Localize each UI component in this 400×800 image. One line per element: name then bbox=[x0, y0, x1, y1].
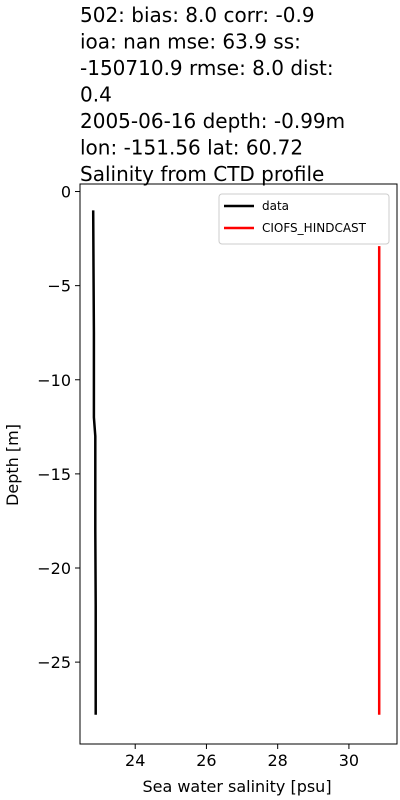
legend: data CIOFS_HINDCAST bbox=[218, 193, 390, 245]
x-tick-label: 24 bbox=[125, 751, 145, 770]
x-tick-label: 26 bbox=[196, 751, 216, 770]
legend-box bbox=[218, 193, 390, 245]
x-tick-label: 30 bbox=[339, 751, 359, 770]
y-tick-label: −10 bbox=[37, 371, 71, 390]
legend-entry: data bbox=[262, 199, 289, 213]
plot-area bbox=[79, 183, 398, 745]
axis-ticks: 24 26 28 30 0 −5 −10 −15 −20 −25 bbox=[37, 183, 359, 770]
title-line-1: 502: bias: 8.0 corr: -0.9 bbox=[80, 3, 315, 27]
legend-entry: CIOFS_HINDCAST bbox=[262, 221, 367, 235]
title-line-7: Salinity from CTD profile bbox=[80, 162, 324, 186]
y-tick-label: −25 bbox=[37, 653, 71, 672]
y-tick-label: 0 bbox=[61, 183, 71, 202]
y-tick-label: −15 bbox=[37, 465, 71, 484]
axes-frame bbox=[79, 183, 398, 745]
chart-title: 502: bias: 8.0 corr: -0.9 ioa: nan mse: 6… bbox=[80, 3, 345, 186]
title-line-2: ioa: nan mse: 63.9 ss: bbox=[80, 30, 301, 54]
title-line-5: 2005-06-16 depth: -0.99m bbox=[80, 109, 345, 133]
x-axis-label: Sea water salinity [psu] bbox=[142, 777, 331, 796]
data-series bbox=[91, 210, 381, 715]
title-line-4: 0.4 bbox=[80, 83, 112, 107]
series-line-data bbox=[91, 210, 97, 715]
x-tick-label: 28 bbox=[268, 751, 288, 770]
title-line-3: -150710.9 rmse: 8.0 dist: bbox=[80, 56, 334, 80]
y-tick-label: −20 bbox=[37, 559, 71, 578]
y-tick-label: −5 bbox=[47, 277, 71, 296]
title-line-6: lon: -151.56 lat: 60.72 bbox=[80, 136, 303, 160]
y-axis-label: Depth [m] bbox=[3, 424, 22, 506]
